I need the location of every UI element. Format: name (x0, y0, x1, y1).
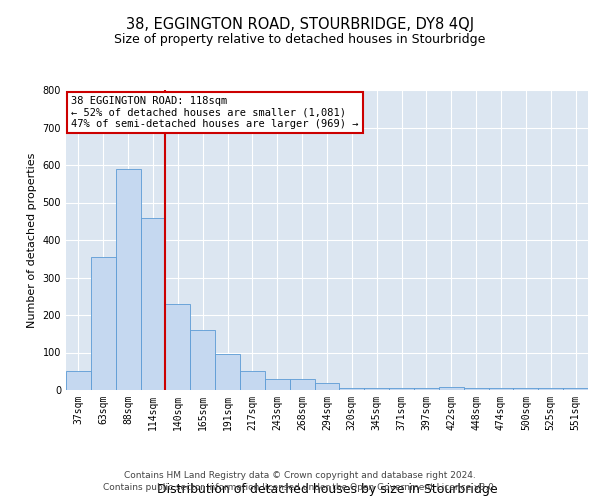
Bar (414, 388, 439, 390)
Bar (190, 330, 215, 390)
Bar (514, 388, 538, 390)
Bar (91, 257, 116, 390)
Bar (140, 218, 166, 390)
Text: 38 EGGINGTON ROAD: 118sqm
← 52% of detached houses are smaller (1,081)
47% of se: 38 EGGINGTON ROAD: 118sqm ← 52% of detac… (71, 96, 359, 129)
Y-axis label: Number of detached properties: Number of detached properties (27, 152, 37, 328)
Bar (563, 388, 588, 390)
Bar (488, 388, 514, 390)
Text: 38, EGGINGTON ROAD, STOURBRIDGE, DY8 4QJ: 38, EGGINGTON ROAD, STOURBRIDGE, DY8 4QJ (126, 18, 474, 32)
Bar (265, 379, 290, 390)
Bar (215, 354, 240, 390)
Text: Size of property relative to detached houses in Stourbridge: Size of property relative to detached ho… (115, 32, 485, 46)
Text: Contains HM Land Registry data © Crown copyright and database right 2024.: Contains HM Land Registry data © Crown c… (124, 471, 476, 480)
Bar (166, 304, 190, 390)
Bar (290, 379, 314, 390)
Bar (66, 371, 91, 390)
Bar (439, 387, 464, 390)
Bar (116, 169, 140, 390)
Bar (240, 371, 265, 390)
Text: Contains public sector information licensed under the Open Government Licence v3: Contains public sector information licen… (103, 484, 497, 492)
Bar (314, 382, 340, 390)
Bar (464, 388, 488, 390)
Bar (364, 388, 389, 390)
X-axis label: Distribution of detached houses by size in Stourbridge: Distribution of detached houses by size … (157, 483, 497, 496)
Bar (538, 388, 563, 390)
Bar (389, 388, 414, 390)
Bar (340, 388, 364, 390)
